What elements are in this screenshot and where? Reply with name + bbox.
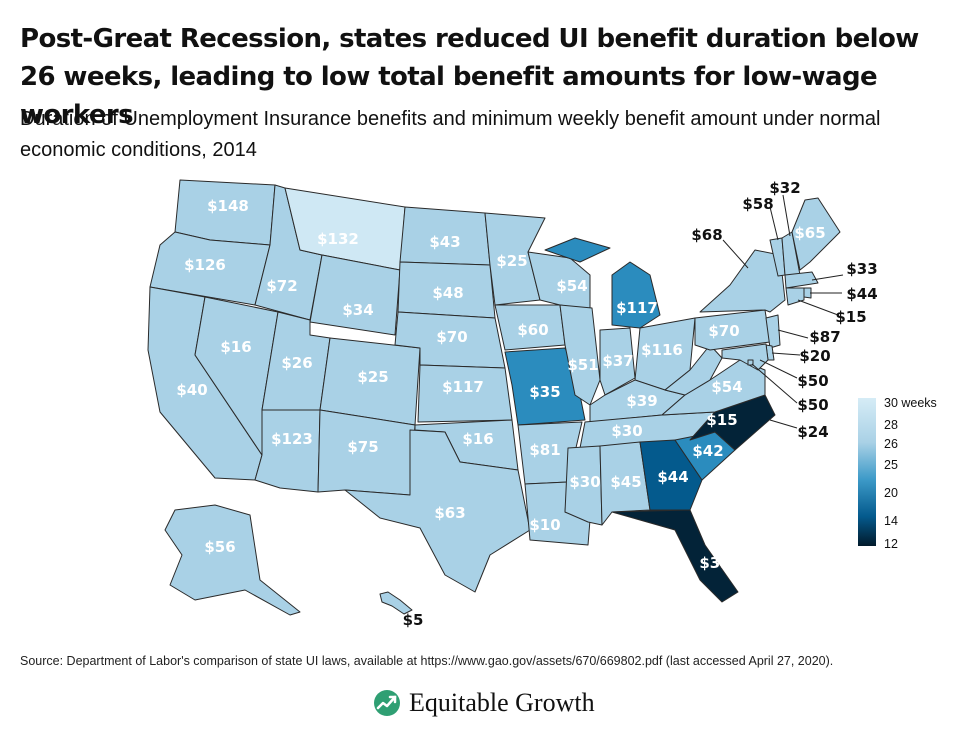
label-CO: $25 [357, 368, 388, 386]
label-WA: $148 [207, 197, 249, 215]
label-WY: $34 [342, 301, 373, 319]
state-AL [599, 441, 651, 526]
state-FL [611, 509, 739, 603]
label-UT: $26 [281, 354, 312, 372]
label-NM: $75 [347, 438, 378, 456]
label-NE: $70 [436, 328, 467, 346]
legend-tick-label: 25 [884, 458, 898, 472]
legend-tick-label: 12 [884, 537, 898, 551]
state-AZ [254, 409, 321, 493]
state-TX [344, 429, 531, 593]
label-MO: $35 [529, 383, 560, 401]
callout-NC-extra: $24 [797, 423, 828, 441]
label-MN: $25 [496, 252, 527, 270]
label-PA: $70 [708, 322, 739, 340]
callout-DC: $50 [797, 396, 828, 414]
label-KS: $117 [442, 378, 484, 396]
label-OR: $126 [184, 256, 226, 274]
label-SD: $48 [432, 284, 463, 302]
chart-subtitle: Duration of Unemployment Insurance benef… [20, 108, 881, 161]
label-MS: $30 [569, 473, 600, 491]
label-NC: $15 [706, 411, 737, 429]
state-MI-UP [544, 237, 611, 263]
label-WI: $54 [556, 277, 587, 295]
label-IA: $60 [517, 321, 548, 339]
label-TN: $30 [611, 422, 642, 440]
label-NV: $16 [220, 338, 251, 356]
label-AZ: $123 [271, 430, 313, 448]
state-ME [791, 197, 841, 271]
legend-colorbar [858, 398, 876, 546]
callout-MA: $33 [846, 260, 877, 278]
state-MD [721, 343, 769, 371]
label-SC: $42 [692, 442, 723, 460]
leader-lines [722, 194, 844, 429]
callout-RI: $44 [846, 285, 877, 303]
label-OK: $16 [462, 430, 493, 448]
legend-tick-label: 28 [884, 418, 898, 432]
callout-HI: $5 [403, 611, 424, 629]
state-WY [309, 254, 401, 336]
label-AR: $81 [529, 441, 560, 459]
label-ID: $72 [266, 277, 297, 295]
label-FL: $32 [699, 554, 730, 572]
callout-VT: $58 [742, 195, 773, 213]
state-IN [599, 327, 636, 396]
callout-NH: $32 [769, 179, 800, 197]
source-note: Source: Department of Labor's comparison… [20, 654, 834, 668]
legend-tick-label: 14 [884, 514, 898, 528]
state-MI [611, 261, 661, 329]
chart-title: Post-Great Recession, states reduced UI … [20, 24, 919, 130]
label-GA: $44 [657, 468, 688, 486]
state-NY [699, 249, 786, 313]
equitable-growth-logo-icon [374, 690, 400, 716]
label-IN: $37 [602, 352, 633, 370]
label-IL: $51 [567, 356, 598, 374]
label-MI: $117 [616, 299, 658, 317]
state-NJ [765, 314, 781, 349]
label-AL: $45 [610, 473, 641, 491]
legend-tick-label: 20 [884, 486, 898, 500]
state-RI [803, 287, 812, 299]
legend-tick-label: 30 weeks [884, 396, 937, 410]
label-ME: $65 [794, 224, 825, 242]
brand: Equitable Growth [373, 688, 595, 718]
callout-NJ: $87 [809, 328, 840, 346]
label-OH: $116 [641, 341, 683, 359]
label-MT: $132 [317, 230, 359, 248]
label-ND: $43 [429, 233, 460, 251]
label-TX: $63 [434, 504, 465, 522]
label-AK: $56 [204, 538, 235, 556]
callout-NY: $68 [691, 226, 722, 244]
state-CT [785, 287, 805, 306]
callout-DE: $20 [799, 347, 830, 365]
brand-name: Equitable Growth [409, 688, 595, 717]
state-VA [661, 359, 766, 416]
state-MS [564, 445, 603, 526]
label-LA: $10 [529, 516, 560, 534]
label-VA: $54 [711, 378, 742, 396]
state-MO [504, 347, 586, 426]
state-HI [379, 591, 413, 615]
label-CA: $40 [176, 381, 207, 399]
callout-CT: $15 [835, 308, 866, 326]
legend: 30 weeks 28 26 25 20 14 12 [858, 396, 937, 551]
label-KY: $39 [626, 392, 657, 410]
legend-tick-label: 26 [884, 437, 898, 451]
state-PA [694, 309, 771, 351]
state-AK [164, 504, 301, 616]
callout-MD: $50 [797, 372, 828, 390]
state-MA [784, 271, 819, 289]
